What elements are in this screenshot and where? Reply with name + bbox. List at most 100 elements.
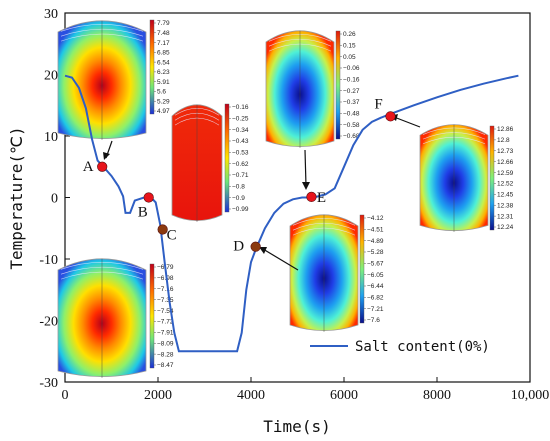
colorbar-label: −4.12 <box>367 215 384 222</box>
state-point-label-f: F <box>374 96 382 112</box>
colorbar-label: 6.54 <box>157 59 170 66</box>
contour-inset-b: −0.16 −0.25 −0.34 −0.43 −0.53 −0.62 −0.71 −0.8 −… <box>171 103 249 222</box>
colorbar-label: −8.09 <box>157 340 174 347</box>
colorbar-label: 12.31 <box>497 213 514 220</box>
colorbar-label: 12.24 <box>497 224 514 231</box>
arrow-d <box>262 248 299 271</box>
colorbar-label: 7.79 <box>157 20 170 27</box>
colorbar <box>224 103 230 213</box>
colorbar-label: −0.58 <box>343 122 360 129</box>
colorbar-label: −5.28 <box>367 249 384 256</box>
x-tick-label: 4000 <box>237 388 265 403</box>
colorbar-label: −4.89 <box>367 238 384 245</box>
colorbar-label: −0.53 <box>232 150 249 157</box>
contour-insets: 7.797.487.176.856.546.235.915.65.294.97−… <box>57 19 514 378</box>
x-tick-label: 2000 <box>144 388 172 403</box>
colorbar-label: −0.62 <box>232 161 249 168</box>
state-point-label-c: C <box>167 227 177 243</box>
colorbar-label: −7.16 <box>157 286 174 293</box>
arrow-f <box>393 116 421 128</box>
colorbar <box>149 263 155 369</box>
x-tick-label: 0 <box>62 388 69 403</box>
colorbar <box>489 125 495 231</box>
state-point-c <box>157 224 168 235</box>
y-tick-label: -20 <box>39 315 58 330</box>
colorbar-label: −7.54 <box>157 308 174 315</box>
colorbar-label: −0.71 <box>232 172 249 179</box>
colorbar-label: 12.45 <box>497 192 514 199</box>
y-tick-label: -30 <box>39 376 58 391</box>
colorbar-label: 5.91 <box>157 79 170 86</box>
x-tick-label: 8000 <box>423 388 451 403</box>
legend-label: Salt content(0%) <box>355 339 490 355</box>
colorbar-label: −0.27 <box>343 88 360 95</box>
state-point-a <box>97 161 108 172</box>
state-points: A B C D E F <box>83 96 396 255</box>
colorbar-label: 12.59 <box>497 170 514 177</box>
state-point-label-d: D <box>233 239 244 255</box>
y-axis-ticks: -30 -20 -10 0 10 20 30 <box>39 7 70 391</box>
state-point-d <box>250 241 261 252</box>
colorbar-label: 7.48 <box>157 30 170 37</box>
arrow-e <box>304 149 307 187</box>
colorbar-label: −0.48 <box>343 111 360 118</box>
annotation-arrows <box>103 114 421 271</box>
colorbar-label: −0.8 <box>232 184 245 191</box>
x-axis-ticks: 0 2000 4000 6000 8000 10,000 <box>62 377 550 403</box>
colorbar <box>359 214 365 324</box>
x-tick-label: 10,000 <box>511 388 550 403</box>
colorbar-label: 4.97 <box>157 108 170 115</box>
legend: Salt content(0%) <box>310 339 490 355</box>
colorbar-label: 0.15 <box>343 43 356 50</box>
colorbar-label: −0.37 <box>343 99 360 106</box>
colorbar-label: −0.25 <box>232 116 249 123</box>
colorbar-label: 12.86 <box>497 126 514 133</box>
colorbar-label: 7.17 <box>157 40 170 47</box>
colorbar-label: −8.47 <box>157 362 174 369</box>
colorbar-label: 6.23 <box>157 69 170 76</box>
y-tick-label: -10 <box>39 253 58 268</box>
series-line-salt-0 <box>64 74 519 353</box>
colorbar-label: −0.16 <box>343 77 360 84</box>
state-point-label-b: B <box>138 205 148 221</box>
colorbar-label: −4.51 <box>367 227 384 234</box>
contour-inset-f: 12.86 12.8 12.73 12.66 12.59 12.52 12.45 12.38 1… <box>419 124 514 232</box>
colorbar-label: 0.05 <box>343 54 356 61</box>
colorbar-label: −0.43 <box>232 138 249 145</box>
y-tick-label: 10 <box>44 130 58 145</box>
contour-inset-e: 0.26 0.15 0.05 −0.06 −0.16 −0.27 −0.37 −0.48 −0.… <box>265 30 360 148</box>
colorbar <box>149 19 155 115</box>
state-point-e <box>306 191 317 202</box>
colorbar-label: 5.29 <box>157 98 170 105</box>
arrow-e-head <box>302 182 310 190</box>
state-point-f <box>385 111 396 122</box>
y-tick-label: 0 <box>51 192 58 207</box>
state-point-b <box>143 192 154 203</box>
y-tick-label: 20 <box>44 69 58 84</box>
colorbar-label: −6.44 <box>367 283 384 290</box>
colorbar-label: −7.6 <box>367 317 380 324</box>
colorbar-label: −0.34 <box>232 127 249 134</box>
colorbar-label: 12.66 <box>497 159 514 166</box>
colorbar-label: −0.99 <box>232 206 249 213</box>
x-tick-label: 6000 <box>330 388 358 403</box>
colorbar-label: 12.73 <box>497 148 514 155</box>
colorbar-label: −0.06 <box>343 65 360 72</box>
colorbar-label: −5.67 <box>367 261 384 268</box>
colorbar-label: 5.6 <box>157 89 166 96</box>
contour-inset-d: −4.12 −4.51 −4.89 −5.28 −5.67 −6.05 −6.44 −6.82… <box>289 214 384 332</box>
y-axis-label: Temperature(℃) <box>7 126 26 269</box>
colorbar-label: 12.8 <box>497 137 510 144</box>
contour-inset-a: 7.79 7.48 7.17 6.85 6.54 6.23 5.91 5.6 5.29 4.97 <box>57 19 170 140</box>
y-tick-label: 30 <box>44 7 58 22</box>
colorbar-label: 0.26 <box>343 31 356 38</box>
colorbar-label: −7.35 <box>157 297 174 304</box>
colorbar-label: −6.05 <box>367 272 384 279</box>
colorbar-label: −0.9 <box>232 195 245 202</box>
colorbar-label: −0.16 <box>232 104 249 111</box>
colorbar-label: −6.82 <box>367 295 384 302</box>
colorbar-label: −8.28 <box>157 351 174 358</box>
contour-inset-c: −6.79−6.98−7.16−7.35−7.54−7.72−7.91−8.09… <box>57 258 174 378</box>
x-axis-label: Time(s) <box>263 417 330 436</box>
